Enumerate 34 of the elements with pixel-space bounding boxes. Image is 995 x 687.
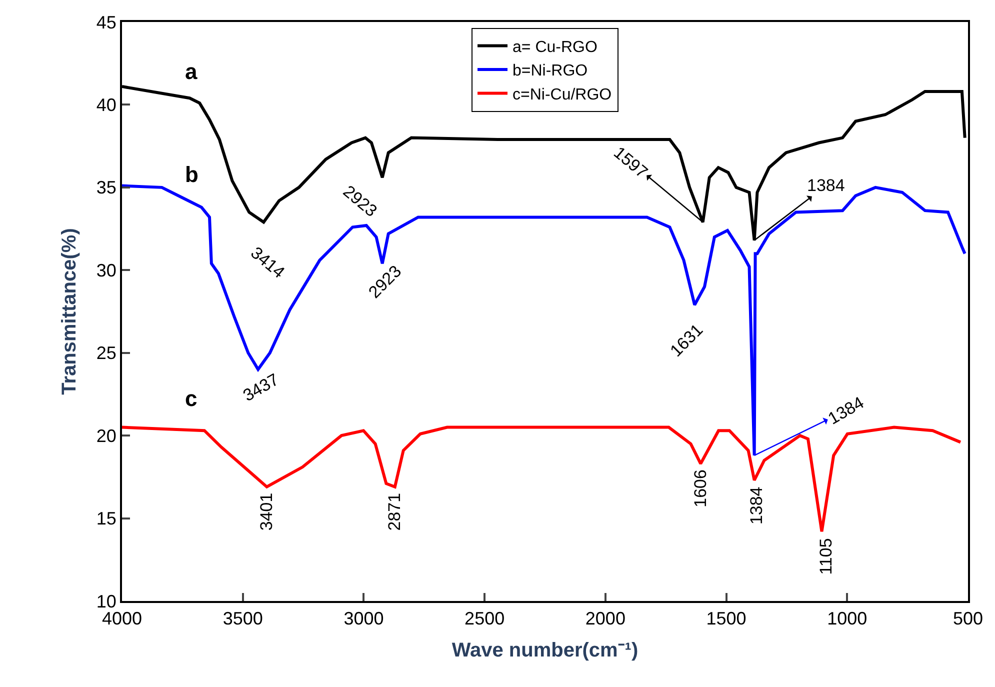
annotation: 1597 (610, 143, 652, 182)
annotation: b (185, 162, 198, 187)
x-tick-label: 3500 (222, 608, 263, 629)
y-tick-label: 30 (96, 260, 116, 280)
annotation: 2871 (385, 492, 404, 531)
annotation: c (185, 386, 198, 411)
line-series (122, 426, 962, 534)
y-tick-label: 10 (96, 591, 116, 612)
x-tick-label: 2000 (585, 608, 626, 629)
annotation: 1384 (807, 176, 845, 195)
x-tick-label: 1000 (827, 608, 868, 629)
annotation: 1384 (747, 486, 766, 525)
y-axis-title: Transmittance(%) (58, 228, 80, 395)
x-tick-label: 1500 (706, 608, 746, 629)
legend-label: a= Cu-RGO (512, 38, 598, 56)
y-tick-label: 45 (96, 12, 116, 32)
x-axis-title: Wave number(cm⁻¹) (452, 640, 638, 662)
annotation: 1606 (690, 470, 710, 508)
legend-label: b=Ni-RGO (512, 62, 588, 80)
x-tick-label: 3000 (344, 608, 384, 629)
annotation: 3437 (240, 370, 282, 406)
annotation: 3401 (256, 492, 276, 531)
x-tick-label: 500 (952, 608, 984, 629)
x-tick-label: 4000 (102, 608, 142, 629)
y-tick-label: 20 (96, 426, 116, 446)
y-tick-label: 35 (96, 178, 116, 198)
annotation: a (185, 59, 198, 84)
annotation: 1105 (816, 538, 836, 575)
y-tick-label: 15 (96, 508, 116, 529)
x-tick-label: 2500 (464, 608, 505, 629)
legend-label: c=Ni-Cu/RGO (512, 86, 612, 104)
y-tick-label: 40 (96, 95, 116, 116)
annotation: 1384 (824, 393, 868, 428)
y-tick-label: 25 (96, 343, 116, 364)
